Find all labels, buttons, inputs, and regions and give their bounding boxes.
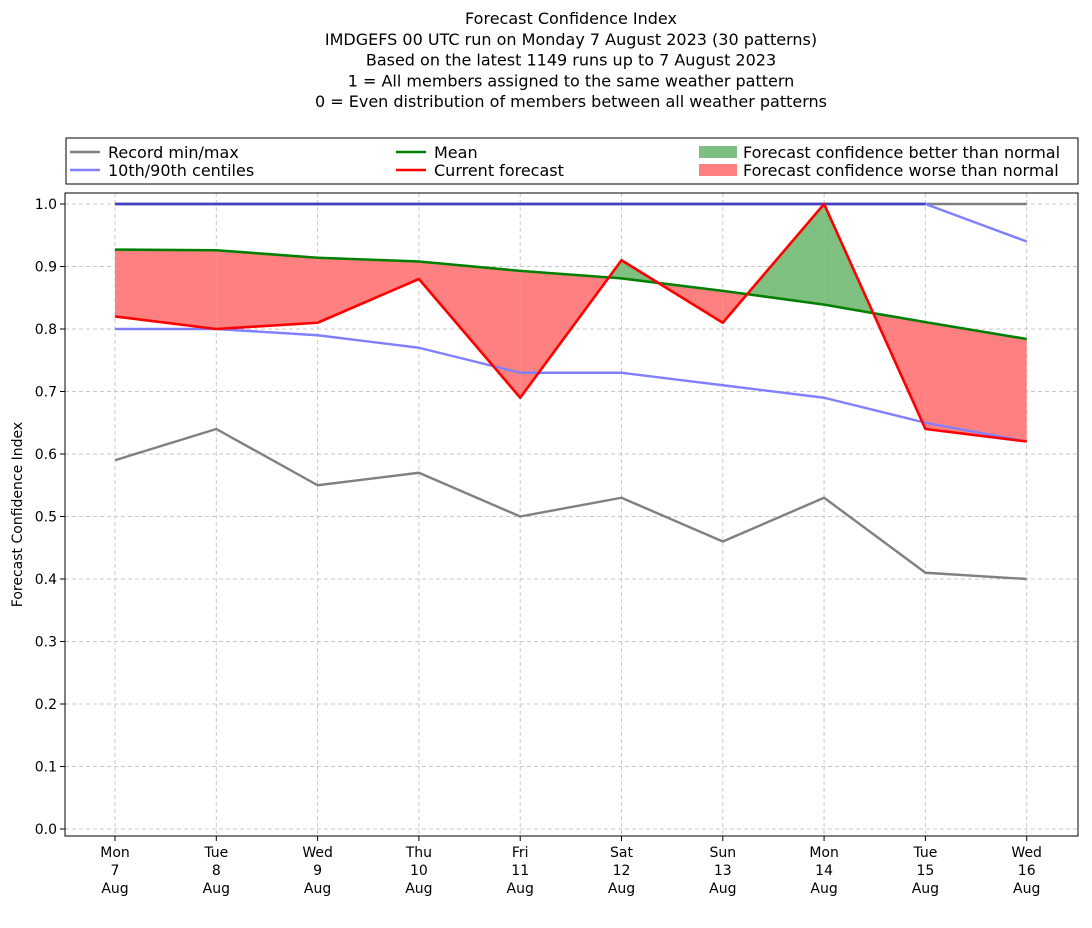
x-tick-label: Wed 16 Aug <box>1011 845 1042 897</box>
title-line: 1 = All members assigned to the same wea… <box>348 71 795 90</box>
current-forecast-line <box>114 202 1027 443</box>
x-tick-label-line: 16 <box>1018 863 1036 879</box>
y-tick-label: 0.1 <box>35 760 57 776</box>
x-tick-label-line: 7 <box>111 863 120 879</box>
legend-label: Mean <box>434 143 478 162</box>
confidence-fills <box>115 204 1027 442</box>
x-tick-label-line: Tue <box>912 845 937 861</box>
x-tick-label-line: Aug <box>709 881 736 897</box>
x-tick-label: Tue 15 Aug <box>912 845 939 897</box>
x-tick-label: Mon 14 Aug <box>809 845 839 897</box>
confidence-fill-area <box>925 322 1027 442</box>
y-tick-label: 0.5 <box>35 510 57 526</box>
x-tick-label: Sat 12 Aug <box>608 845 635 897</box>
y-tick-label: 0.8 <box>35 322 57 338</box>
title-line: Forecast Confidence Index <box>465 9 677 28</box>
title-line: IMDGEFS 00 UTC run on Monday 7 August 20… <box>325 30 817 49</box>
plot-frame <box>64 192 1079 837</box>
x-tick-label-line: 11 <box>511 863 529 879</box>
axes: 0.0 0.1 0.2 0.3 0.4 0.5 0.6 0.7 0.8 0.9 1.0 Mon 7 Aug… <box>10 192 1079 897</box>
record-min-line <box>114 427 1027 581</box>
y-tick-label: 0.3 <box>35 635 57 651</box>
x-tick-label-line: Mon <box>809 845 839 861</box>
x-tick-label-line: Aug <box>304 881 331 897</box>
x-tick-label-line: Wed <box>1011 845 1042 861</box>
x-tick-label-line: Tue <box>203 845 228 861</box>
x-tick-label-line: Aug <box>203 881 230 897</box>
x-tick-label-line: Aug <box>1013 881 1040 897</box>
x-tick-label-line: Aug <box>101 881 128 897</box>
x-tick-label: Sun 13 Aug <box>709 845 736 897</box>
x-tick-label-line: 9 <box>313 863 322 879</box>
legend-label: 10th/90th centiles <box>108 161 254 180</box>
x-tick-label-line: Aug <box>405 881 432 897</box>
legend-box <box>65 137 1079 185</box>
legend-swatch <box>699 146 737 158</box>
x-tick-label-line: 12 <box>613 863 631 879</box>
y-tick-label: 0.9 <box>35 260 57 276</box>
title-line: Based on the latest 1149 runs up to 7 Au… <box>366 51 776 70</box>
x-tick-label-line: Sun <box>709 845 736 861</box>
confidence-fill-area <box>317 257 419 323</box>
confidence-fill-area <box>418 261 521 398</box>
y-tick-label: 0.7 <box>35 385 57 401</box>
x-tick-label-line: Fri <box>512 845 529 861</box>
y-tick-label: 0.4 <box>35 572 57 588</box>
title-line: 0 = Even distribution of members between… <box>315 92 827 111</box>
x-tick-label-line: Aug <box>507 881 534 897</box>
legend-label: Forecast confidence worse than normal <box>743 161 1059 180</box>
confidence-fill-area <box>747 204 825 305</box>
x-tick-label: Tue 8 Aug <box>203 845 230 897</box>
x-tick-label: Fri 11 Aug <box>507 845 534 897</box>
y-tick-label: 0.0 <box>35 822 57 838</box>
x-tick-label-line: Sat <box>610 845 633 861</box>
x-tick-label-line: Aug <box>810 881 837 897</box>
y-tick-label: 0.6 <box>35 447 57 463</box>
legend-swatch <box>699 164 737 176</box>
legend-label: Forecast confidence better than normal <box>743 143 1060 162</box>
p90-line <box>115 202 1028 243</box>
x-tick-label-line: Thu <box>405 845 432 861</box>
y-axis-label: Forecast Confidence Index <box>10 422 26 607</box>
x-tick-label-line: 10 <box>410 863 428 879</box>
y-tick-label: 1.0 <box>35 197 57 213</box>
x-tick-label: Wed 9 Aug <box>302 845 333 897</box>
x-tick-label: Mon 7 Aug <box>100 845 130 897</box>
confidence-fill-area <box>115 249 217 329</box>
y-tick-label: 0.2 <box>35 697 57 713</box>
x-tick-label-line: Mon <box>100 845 130 861</box>
confidence-fill-area <box>216 250 318 329</box>
legend-label: Current forecast <box>434 161 564 180</box>
x-tick-label: Thu 10 Aug <box>405 845 433 897</box>
legend-label: Record min/max <box>108 143 239 162</box>
x-tick-label-line: Wed <box>302 845 333 861</box>
series-lines <box>114 202 1028 581</box>
x-tick-label-line: 8 <box>212 863 221 879</box>
chart-title: Forecast Confidence Index IMDGEFS 00 UTC … <box>315 9 827 111</box>
x-tick-label-line: 15 <box>916 863 934 879</box>
x-tick-label-line: 14 <box>815 863 833 879</box>
p10-line <box>115 327 1027 443</box>
x-tick-label-line: Aug <box>608 881 635 897</box>
x-tick-label-line: 13 <box>714 863 732 879</box>
x-tick-label-line: Aug <box>912 881 939 897</box>
